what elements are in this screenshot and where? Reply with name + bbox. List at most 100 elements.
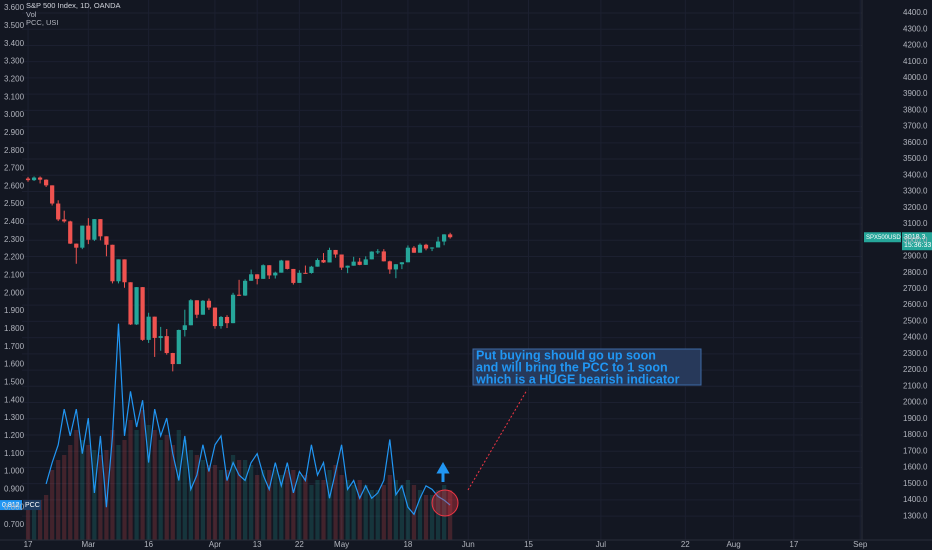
candle-body (363, 259, 368, 265)
x-tick-label: 17 (24, 540, 33, 549)
left-tick-label: 3.400 (4, 39, 25, 48)
left-tick-label: 2.300 (4, 235, 25, 244)
candle-body (273, 272, 278, 276)
y-tick-label: 2300.0 (903, 349, 928, 358)
series-name: PCC (25, 502, 40, 509)
left-tick-label: 1.000 (4, 467, 25, 476)
volume-bar (357, 480, 362, 540)
volume-bar (68, 445, 73, 540)
volume-bar (104, 450, 109, 540)
candle-body (206, 300, 212, 308)
left-tick-label: 1.800 (4, 324, 25, 333)
volume-bar (285, 470, 290, 540)
tag-layer: SPX500USD 3018.315:36:33 0.812 PCC (0, 232, 932, 511)
y-tick-label: 2000.0 (903, 398, 928, 407)
x-tick-label: 16 (144, 540, 153, 549)
candle-body (92, 219, 97, 240)
volume-bar (116, 445, 121, 540)
volume-bar (37, 500, 43, 540)
volume-bar (236, 460, 242, 540)
candle-body (429, 247, 435, 249)
y-tick-label: 4400.0 (903, 8, 928, 17)
left-tick-label: 2.400 (4, 217, 25, 226)
candle-body (327, 249, 332, 263)
annotation-dashed-line (467, 389, 528, 491)
volume-bar (230, 455, 236, 540)
volume-bar (291, 470, 296, 540)
up-arrow (436, 461, 450, 482)
symbol-label: SPX500USD (866, 235, 901, 241)
volume-bar (170, 445, 175, 540)
candle-body (188, 300, 193, 326)
volume-bar (435, 490, 441, 540)
volume-bar (176, 430, 181, 540)
y-tick-label: 3200.0 (903, 203, 928, 212)
left-tick-label: 2.700 (4, 164, 25, 173)
volume-bar (303, 475, 308, 540)
volume-bar (224, 470, 230, 540)
volume-bar (267, 470, 272, 540)
candle-body (249, 274, 254, 281)
left-tick-label: 2.900 (4, 128, 25, 137)
candle-body (182, 325, 187, 330)
y-tick-label: 3100.0 (903, 219, 928, 228)
candle-body (224, 316, 230, 324)
volume-bar (200, 460, 206, 540)
candle-body (303, 272, 308, 274)
x-tick-label: May (334, 540, 349, 549)
candle-body (140, 287, 145, 340)
candle-body (399, 262, 405, 265)
volume-bar (86, 445, 91, 540)
x-tick-label: Sep (853, 540, 868, 549)
volume-bar (261, 470, 266, 540)
candle-body (44, 179, 49, 186)
volume-bar (273, 470, 278, 540)
candle-body (164, 336, 169, 354)
candle-body (104, 236, 109, 245)
volume-bar (363, 485, 368, 540)
y-tick-label: 1300.0 (903, 511, 928, 520)
annotation-line: and will bring the PCC to 1 soon (476, 360, 668, 374)
volume-bar (327, 470, 332, 540)
candle-body (98, 219, 103, 237)
volume-bar (423, 495, 429, 540)
volume-layer (25, 410, 453, 540)
volume-bar (309, 485, 314, 540)
candle-body (170, 353, 175, 365)
volume-bar (369, 490, 374, 540)
volume-bar (128, 420, 133, 540)
volume-bar (333, 465, 338, 540)
candle-body (333, 249, 338, 255)
candle-body (31, 177, 37, 181)
volume-bar (393, 480, 398, 540)
left-tick-label: 2.500 (4, 199, 25, 208)
y-tick-label: 1800.0 (903, 430, 928, 439)
x-tick-label: 22 (295, 540, 304, 549)
candle-body (417, 244, 423, 253)
name-tag (23, 500, 41, 511)
left-tick-label: 1.200 (4, 431, 25, 440)
candle-body (158, 336, 163, 338)
left-tick-label: 2.200 (4, 253, 25, 262)
annotation-line: which is a HUGE bearish indicator (475, 372, 680, 386)
y-tick-label: 1500.0 (903, 479, 928, 488)
left-tick-label: 1.100 (4, 449, 25, 458)
left-tick-label: 3.300 (4, 57, 25, 66)
left-tick-label: 3.100 (4, 92, 25, 101)
y-tick-label: 2100.0 (903, 381, 928, 390)
left-tick-label: 0.900 (4, 484, 25, 493)
candle-body (351, 261, 356, 266)
volume-bar (31, 505, 37, 540)
y-tick-label: 2600.0 (903, 300, 928, 309)
candle-body (411, 247, 417, 253)
y-tick-label: 2500.0 (903, 316, 928, 325)
candle-body (50, 185, 55, 204)
grid (22, 0, 862, 540)
candle-body (423, 244, 429, 249)
left-tick-label: 3.200 (4, 74, 25, 83)
volume-bar (152, 430, 157, 540)
y-tick-label: 3300.0 (903, 187, 928, 196)
x-tick-label: 17 (789, 540, 798, 549)
candle-body (405, 247, 411, 263)
left-tick-label: 2.000 (4, 288, 25, 297)
